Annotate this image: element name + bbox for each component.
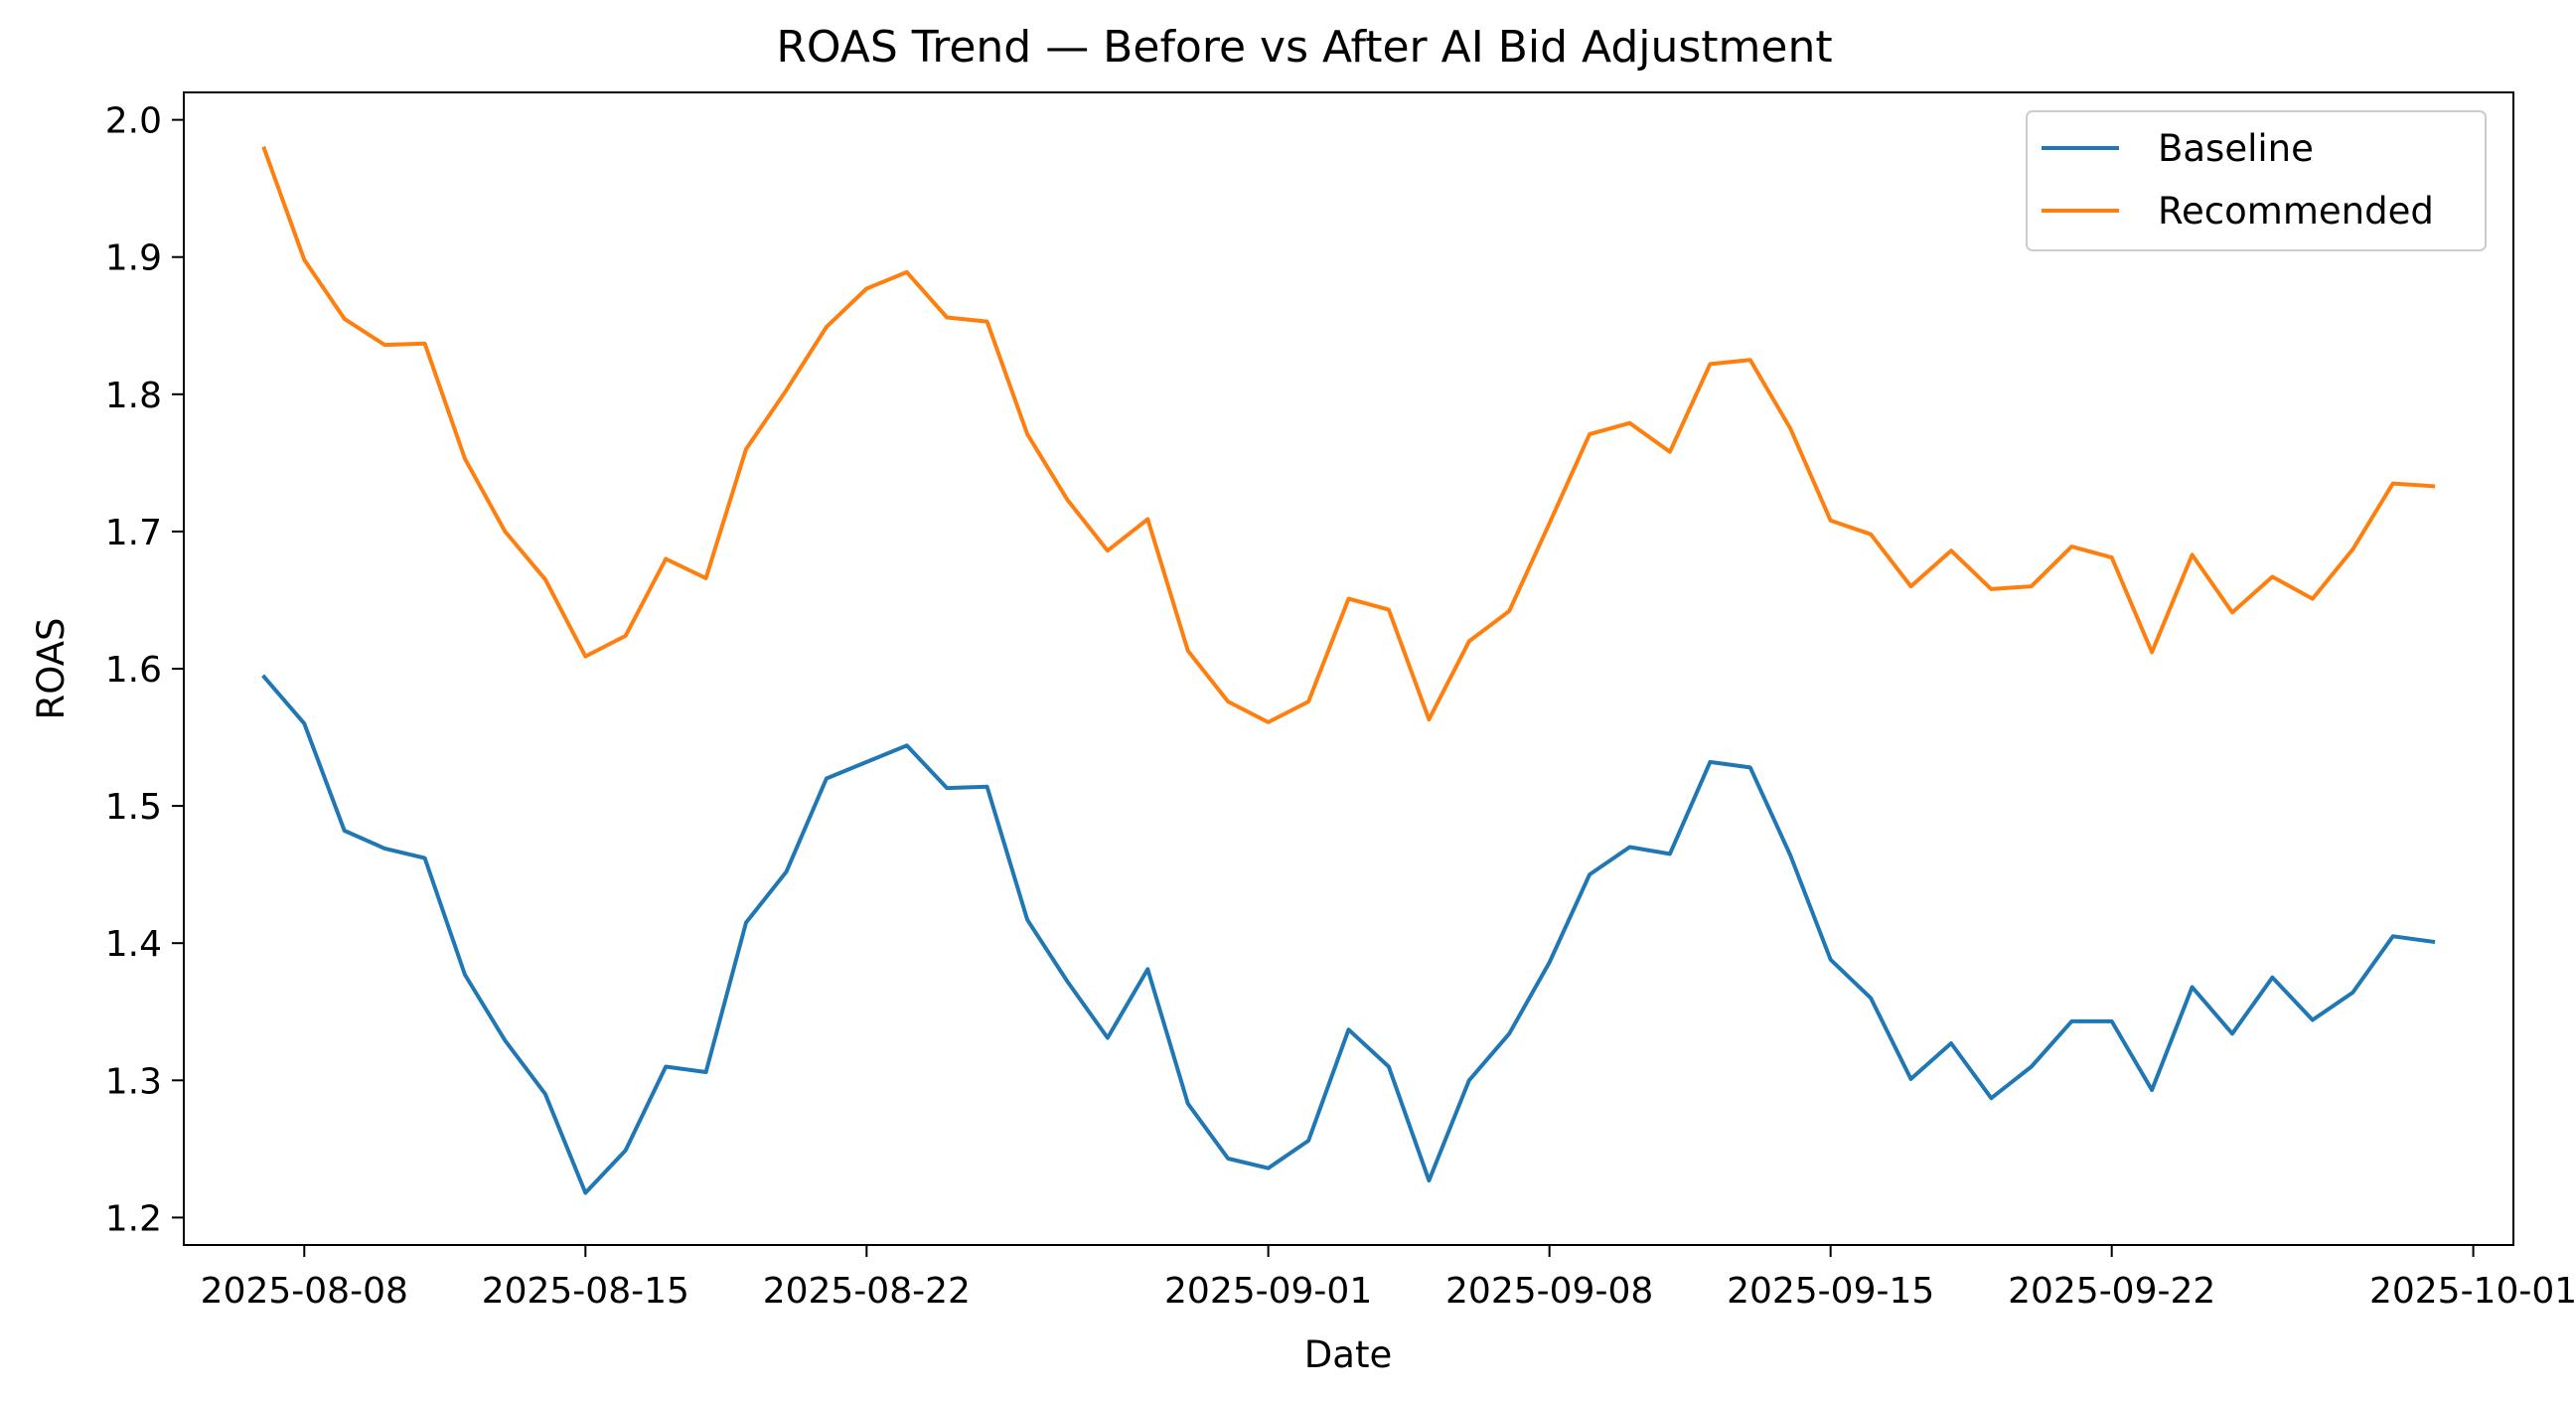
legend-box [2026, 110, 2487, 251]
y-tick-label: 1.9 [105, 238, 162, 279]
y-tick-label: 1.7 [105, 513, 162, 553]
x-tick-label: 2025-08-08 [201, 1271, 408, 1312]
chart-title: ROAS Trend — Before vs After AI Bid Adju… [776, 22, 1832, 73]
x-tick-label: 2025-10-01 [2369, 1271, 2576, 1312]
y-tick-label: 1.2 [105, 1198, 162, 1239]
legend: Baseline Recommended [2026, 110, 2487, 251]
recommended-series-line [261, 146, 2436, 724]
y-tick-label: 2.0 [105, 101, 162, 142]
plot-lines [261, 146, 2436, 1195]
y-tick-label: 1.3 [105, 1061, 162, 1102]
y-tick-label: 1.5 [105, 787, 162, 828]
x-tick-label: 2025-09-15 [1727, 1271, 1934, 1312]
plot-frame [183, 91, 2514, 1246]
legend-baseline-label: Baseline [2158, 127, 2314, 170]
x-axis: 2025-08-08 2025-08-15 2025-08-22 2025-09-01… [201, 1245, 2576, 1312]
x-tick-label: 2025-08-22 [763, 1271, 971, 1312]
x-tick-label: 2025-08-15 [482, 1271, 689, 1312]
baseline-series-line [261, 674, 2436, 1195]
x-axis-label: Date [1304, 1333, 1392, 1376]
x-tick-label: 2025-09-08 [1445, 1271, 1653, 1312]
y-axis-label: ROAS [30, 618, 73, 720]
y-axis: 1.2 1.3 1.4 1.5 1.6 1.7 1.8 1.9 2.0 [105, 101, 184, 1239]
y-tick-label: 1.6 [105, 650, 162, 691]
legend-recommended-label: Recommended [2158, 190, 2434, 233]
y-tick-label: 1.4 [105, 924, 162, 965]
x-tick-label: 2025-09-22 [2008, 1271, 2215, 1312]
x-tick-label: 2025-09-01 [1164, 1271, 1372, 1312]
y-tick-label: 1.8 [105, 376, 162, 416]
